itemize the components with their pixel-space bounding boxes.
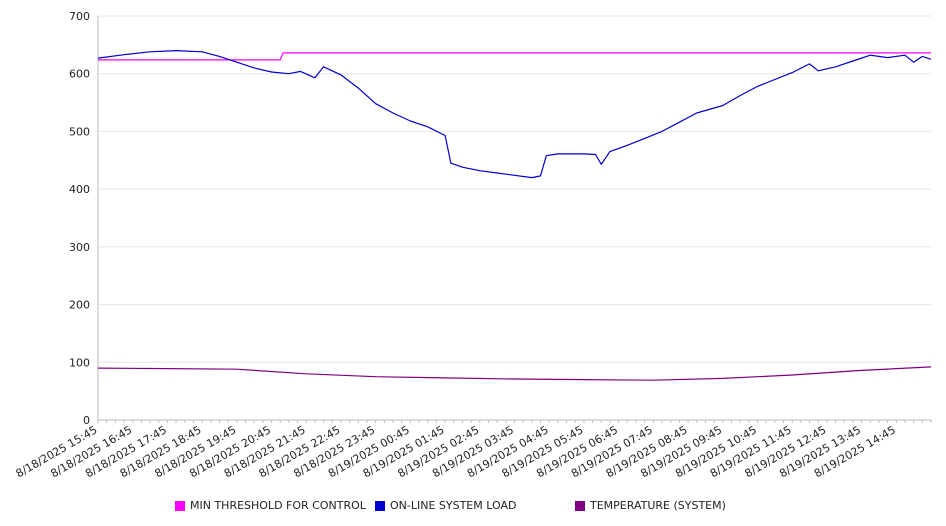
y-tick-label-1: 100: [69, 356, 90, 369]
x-axis-ticks: 8/18/2025 15:458/18/2025 16:458/18/2025 …: [14, 423, 898, 480]
series-line-1: [97, 49, 932, 179]
legend-item-temperature: TEMPERATURE (SYSTEM): [575, 499, 726, 512]
y-tick-label-7: 700: [69, 10, 90, 23]
legend-label-temperature: TEMPERATURE (SYSTEM): [590, 499, 726, 512]
legend-swatch-temperature: [575, 500, 585, 511]
legend-item-min-threshold: MIN THRESHOLD FOR CONTROL: [175, 499, 366, 512]
y-tick-label-5: 500: [69, 125, 90, 138]
series-line-0: [98, 52, 931, 61]
legend: MIN THRESHOLD FOR CONTROL ON-LINE SYSTEM…: [0, 497, 946, 515]
y-tick-label-6: 600: [69, 68, 90, 81]
y-tick-label-3: 300: [69, 241, 90, 254]
grid-lines: [98, 15, 931, 363]
y-axis-ticks: 0 100 200 300 400 500 600 700: [69, 10, 90, 427]
y-tick-label-2: 200: [69, 299, 90, 312]
axes: [97, 16, 932, 423]
series-lines: [97, 49, 932, 381]
y-tick-label-4: 400: [69, 183, 90, 196]
legend-swatch-min-threshold: [175, 500, 185, 511]
legend-label-system-load: ON-LINE SYSTEM LOAD: [390, 499, 517, 512]
series-line-2: [97, 366, 932, 381]
legend-swatch-system-load: [375, 500, 385, 511]
legend-label-min-threshold: MIN THRESHOLD FOR CONTROL: [190, 499, 366, 512]
y-tick-label-0: 0: [83, 414, 90, 427]
legend-item-system-load: ON-LINE SYSTEM LOAD: [375, 499, 516, 512]
